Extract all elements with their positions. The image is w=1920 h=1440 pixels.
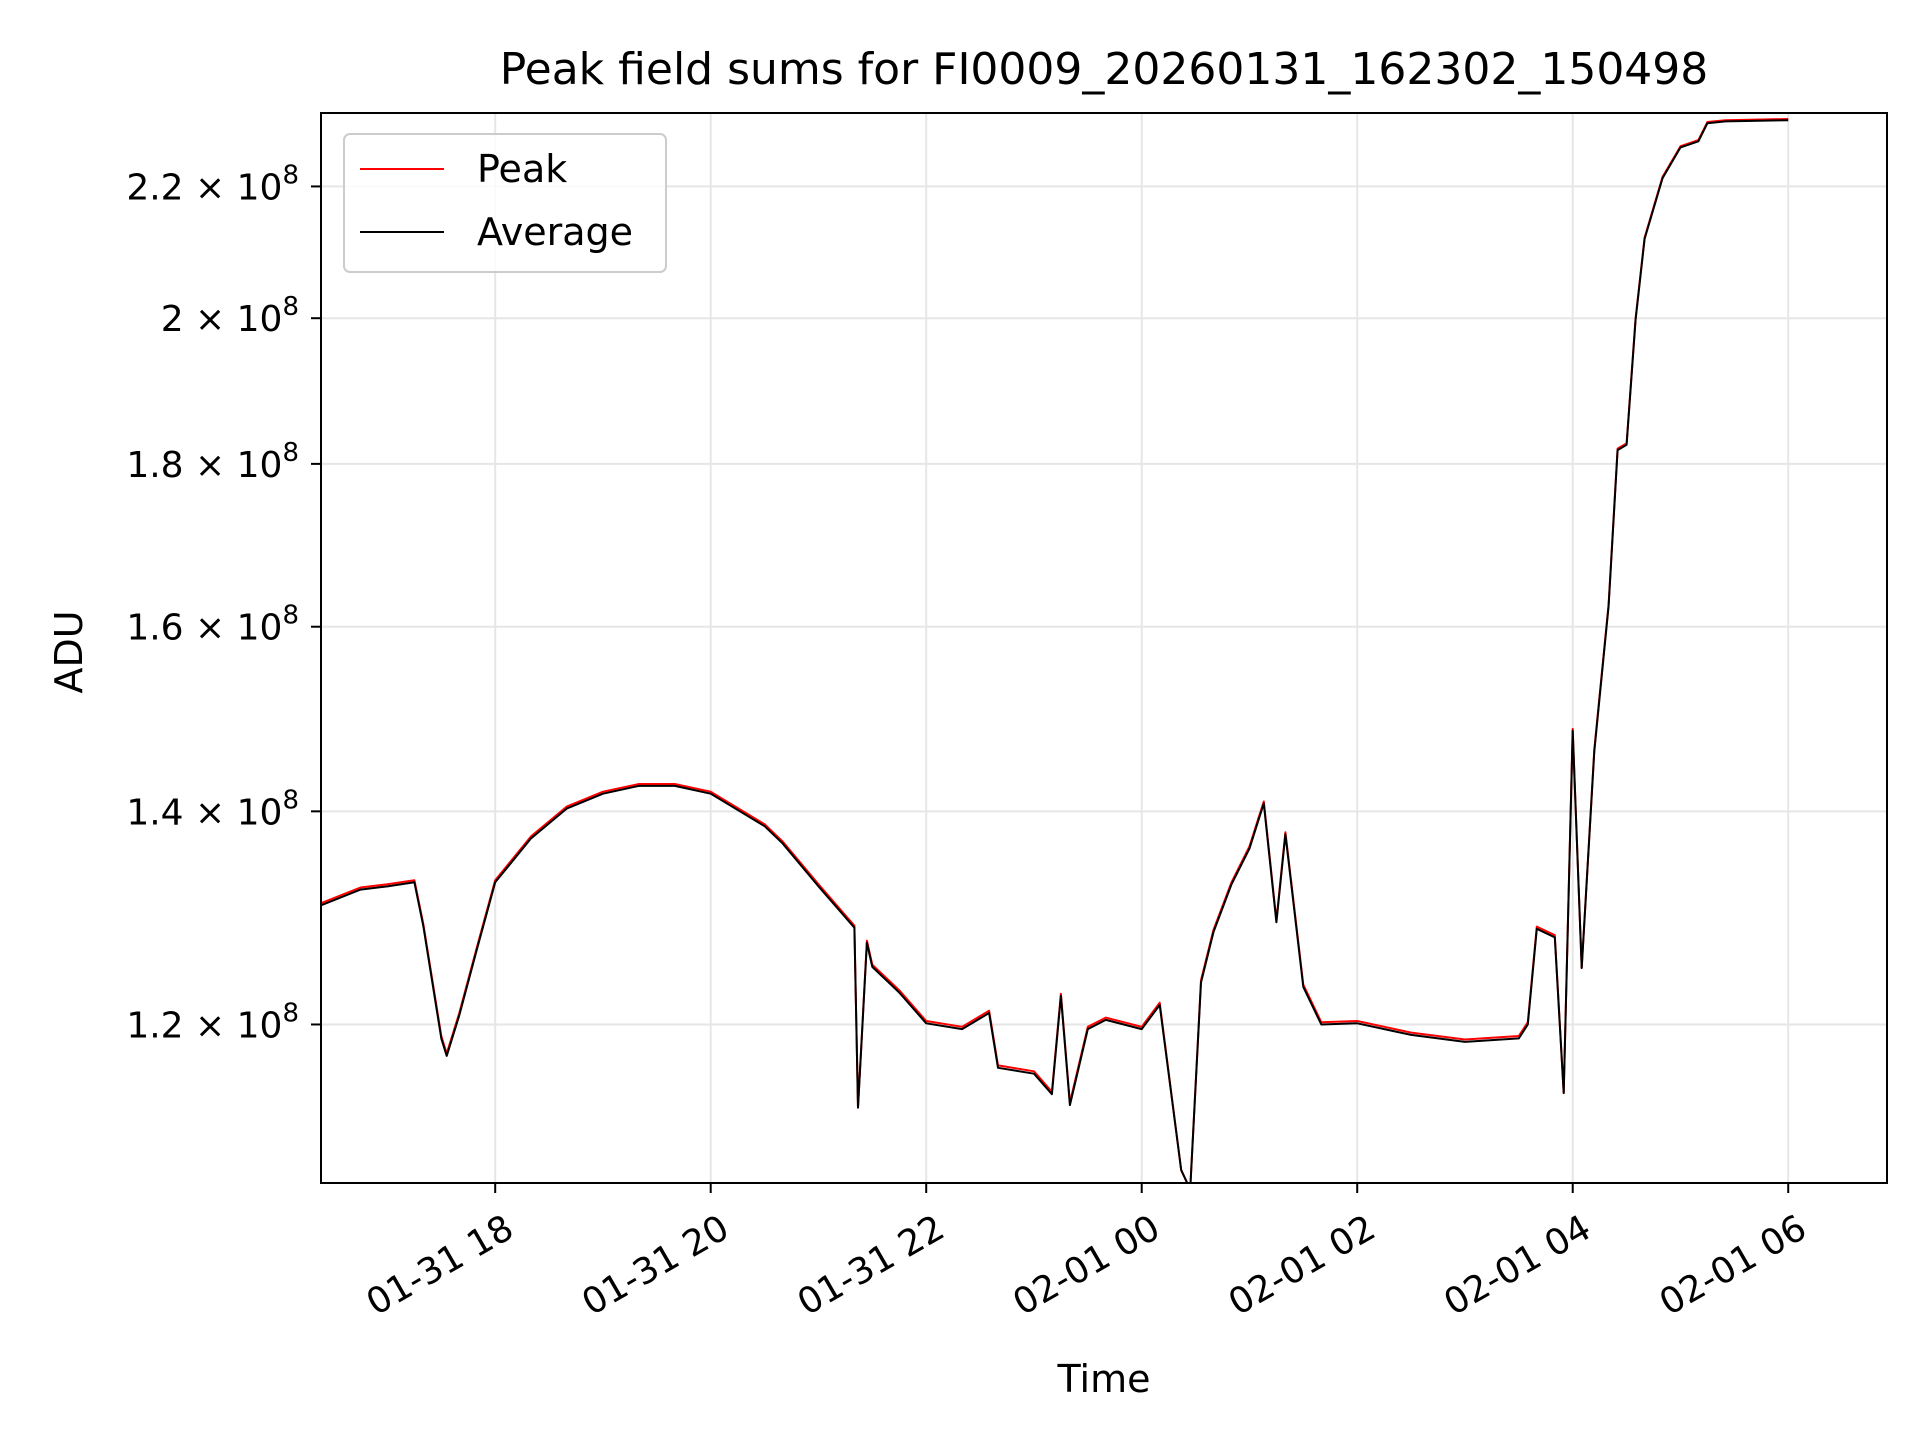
y-axis-label: ADU bbox=[47, 610, 91, 693]
series-line-average bbox=[321, 119, 1789, 1183]
y-tick-label: 2.2 × 108 bbox=[126, 160, 299, 208]
legend-label-average: Average bbox=[477, 210, 633, 254]
y-tick-label: 2 × 108 bbox=[161, 292, 299, 340]
y-tick-label: 1.8 × 108 bbox=[126, 438, 299, 486]
chart-title: Peak field sums for FI0009_20260131_1623… bbox=[500, 44, 1709, 95]
plot-frame bbox=[320, 112, 1888, 1184]
legend-label-peak: Peak bbox=[477, 147, 567, 191]
grid-lines bbox=[321, 113, 1887, 1183]
series-layer bbox=[321, 118, 1789, 1183]
y-axis: 1.2 × 108 1.4 × 108 1.6 × 108 1.8 × 108 2 × … bbox=[126, 160, 321, 1046]
legend: Peak Average bbox=[343, 133, 667, 273]
x-axis-label: Time bbox=[1057, 1357, 1151, 1401]
y-tick-label: 1.4 × 108 bbox=[126, 785, 299, 833]
y-tick-label: 1.2 × 108 bbox=[126, 998, 299, 1046]
y-tick-label: 1.6 × 108 bbox=[126, 601, 299, 649]
